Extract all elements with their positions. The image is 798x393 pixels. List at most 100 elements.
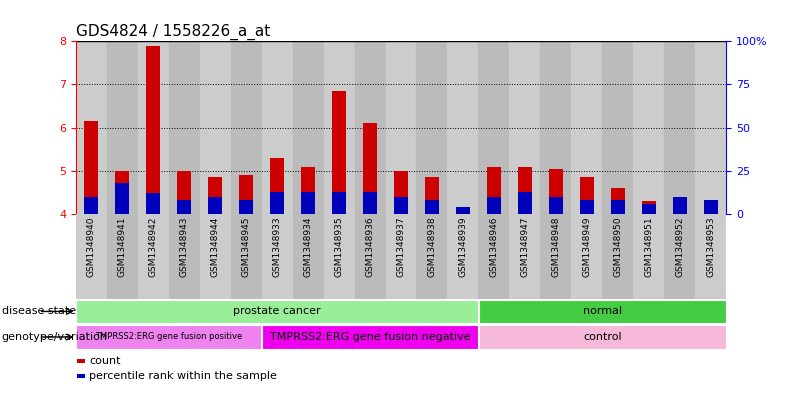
Text: control: control <box>583 332 622 342</box>
Bar <box>107 41 138 214</box>
Bar <box>417 41 448 214</box>
Bar <box>262 214 293 299</box>
Bar <box>77 325 261 349</box>
Text: GSM1348935: GSM1348935 <box>334 217 344 277</box>
Bar <box>231 214 262 299</box>
Bar <box>610 200 625 214</box>
Bar <box>704 201 717 214</box>
Text: GSM1348942: GSM1348942 <box>148 217 158 277</box>
Bar <box>479 325 725 349</box>
Bar <box>394 171 408 214</box>
Bar <box>363 192 377 214</box>
Bar <box>549 197 563 214</box>
Bar <box>664 214 695 299</box>
Text: GSM1348936: GSM1348936 <box>365 217 374 277</box>
Text: prostate cancer: prostate cancer <box>233 307 321 316</box>
Bar <box>138 41 168 214</box>
Bar <box>385 41 417 214</box>
Text: GSM1348952: GSM1348952 <box>675 217 684 277</box>
Bar <box>642 201 656 214</box>
Bar <box>200 214 231 299</box>
Bar <box>448 41 479 214</box>
Bar <box>115 171 129 214</box>
Text: GSM1348945: GSM1348945 <box>242 217 251 277</box>
Bar <box>673 197 687 214</box>
Bar <box>177 171 192 214</box>
Bar <box>85 121 98 214</box>
Bar <box>518 167 531 214</box>
Text: GSM1348951: GSM1348951 <box>644 217 654 277</box>
Text: GSM1348940: GSM1348940 <box>87 217 96 277</box>
Bar <box>76 214 107 299</box>
Text: GSM1348953: GSM1348953 <box>706 217 715 277</box>
Bar <box>363 123 377 214</box>
Bar <box>168 214 200 299</box>
Text: genotype/variation: genotype/variation <box>2 332 108 342</box>
Bar <box>168 41 200 214</box>
Bar <box>208 178 222 214</box>
Bar <box>417 214 448 299</box>
Bar <box>425 200 439 214</box>
Bar <box>262 41 293 214</box>
Bar <box>634 41 664 214</box>
Bar <box>673 199 687 214</box>
Text: GSM1348943: GSM1348943 <box>180 217 188 277</box>
Bar <box>695 214 726 299</box>
Bar <box>138 214 168 299</box>
Text: GSM1348946: GSM1348946 <box>489 217 499 277</box>
Bar <box>479 214 509 299</box>
Bar <box>704 200 717 214</box>
Bar <box>293 41 323 214</box>
Bar <box>580 200 594 214</box>
Bar <box>177 200 192 214</box>
Text: GSM1348947: GSM1348947 <box>520 217 529 277</box>
Bar <box>146 193 160 214</box>
Bar <box>479 41 509 214</box>
Bar <box>354 41 385 214</box>
Bar <box>456 208 470 214</box>
Bar <box>394 197 408 214</box>
Text: GDS4824 / 1558226_a_at: GDS4824 / 1558226_a_at <box>76 24 270 40</box>
Bar <box>456 207 470 214</box>
Text: GSM1348933: GSM1348933 <box>273 217 282 277</box>
Text: GSM1348934: GSM1348934 <box>303 217 313 277</box>
Bar <box>115 183 129 214</box>
Text: GSM1348950: GSM1348950 <box>614 217 622 277</box>
Bar <box>634 214 664 299</box>
Bar <box>323 214 354 299</box>
Bar <box>354 214 385 299</box>
Text: GSM1348941: GSM1348941 <box>118 217 127 277</box>
Bar <box>293 214 323 299</box>
Bar <box>642 204 656 214</box>
Bar <box>695 41 726 214</box>
Text: GSM1348949: GSM1348949 <box>583 217 591 277</box>
Bar <box>549 169 563 214</box>
Text: TMPRSS2:ERG gene fusion negative: TMPRSS2:ERG gene fusion negative <box>270 332 470 342</box>
Text: percentile rank within the sample: percentile rank within the sample <box>89 371 277 381</box>
Bar <box>77 300 478 323</box>
Bar <box>448 214 479 299</box>
Bar <box>385 214 417 299</box>
Text: count: count <box>89 356 120 366</box>
Text: GSM1348937: GSM1348937 <box>397 217 405 277</box>
Bar <box>301 192 315 214</box>
Text: GSM1348939: GSM1348939 <box>458 217 468 277</box>
Bar <box>425 178 439 214</box>
Bar <box>602 41 634 214</box>
Text: disease state: disease state <box>2 307 76 316</box>
Bar <box>200 41 231 214</box>
Bar <box>271 158 284 214</box>
Bar <box>271 192 284 214</box>
Bar <box>301 167 315 214</box>
Bar <box>540 214 571 299</box>
Bar <box>518 192 531 214</box>
Bar <box>231 41 262 214</box>
Bar <box>571 214 602 299</box>
Bar <box>571 41 602 214</box>
Bar <box>664 41 695 214</box>
Bar <box>332 192 346 214</box>
Bar <box>107 214 138 299</box>
Text: GSM1348938: GSM1348938 <box>428 217 437 277</box>
Bar <box>85 197 98 214</box>
Bar <box>509 41 540 214</box>
